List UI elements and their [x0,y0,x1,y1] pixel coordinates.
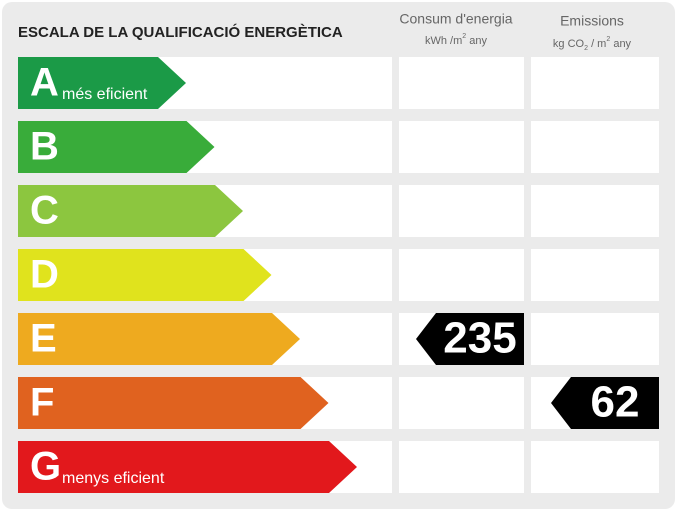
cell [531,313,659,365]
rating-value: 235 [443,314,516,363]
cell [399,249,524,301]
cell [531,249,659,301]
cell [531,441,659,493]
rating-arrow [416,313,524,365]
class-arrow [18,441,357,493]
column-unit: kWh /m2 any [425,33,487,47]
unit-sup: 2 [462,33,466,40]
rating-value: 62 [591,378,640,427]
unit-part: kWh /m [425,35,462,47]
rating-arrow [551,377,659,429]
class-letter: A [30,61,59,105]
cell [399,377,524,429]
column-header: Emissions [560,13,624,29]
cell [399,121,524,173]
unit-part: kg CO [553,38,585,50]
unit-part: / m [588,38,606,50]
class-letter: C [30,189,59,233]
column-unit: kg CO2 / m2 any [553,36,632,52]
column-header: Consum d'energia [399,11,512,27]
cell [399,441,524,493]
cell [531,185,659,237]
unit-part: any [466,35,487,47]
class-letter: B [30,125,59,169]
cell [531,57,659,109]
class-arrow [18,249,272,301]
class-arrow [18,313,300,365]
cell [531,121,659,173]
unit-sup: 2 [606,36,610,43]
class-arrow [18,57,186,109]
class-label: menys eficient [62,470,165,487]
class-letter: G [30,445,61,489]
class-letter: D [30,253,59,297]
class-arrow [18,377,329,429]
unit-part: any [610,38,631,50]
cell [399,57,524,109]
cell [399,185,524,237]
class-label: més eficient [62,86,148,103]
class-arrow [18,185,243,237]
class-letter: E [30,317,57,361]
class-arrow [18,121,215,173]
title: ESCALA DE LA QUALIFICACIÓ ENERGÈTICA [18,23,343,41]
class-letter: F [30,381,54,425]
unit-sub: 2 [584,45,588,52]
